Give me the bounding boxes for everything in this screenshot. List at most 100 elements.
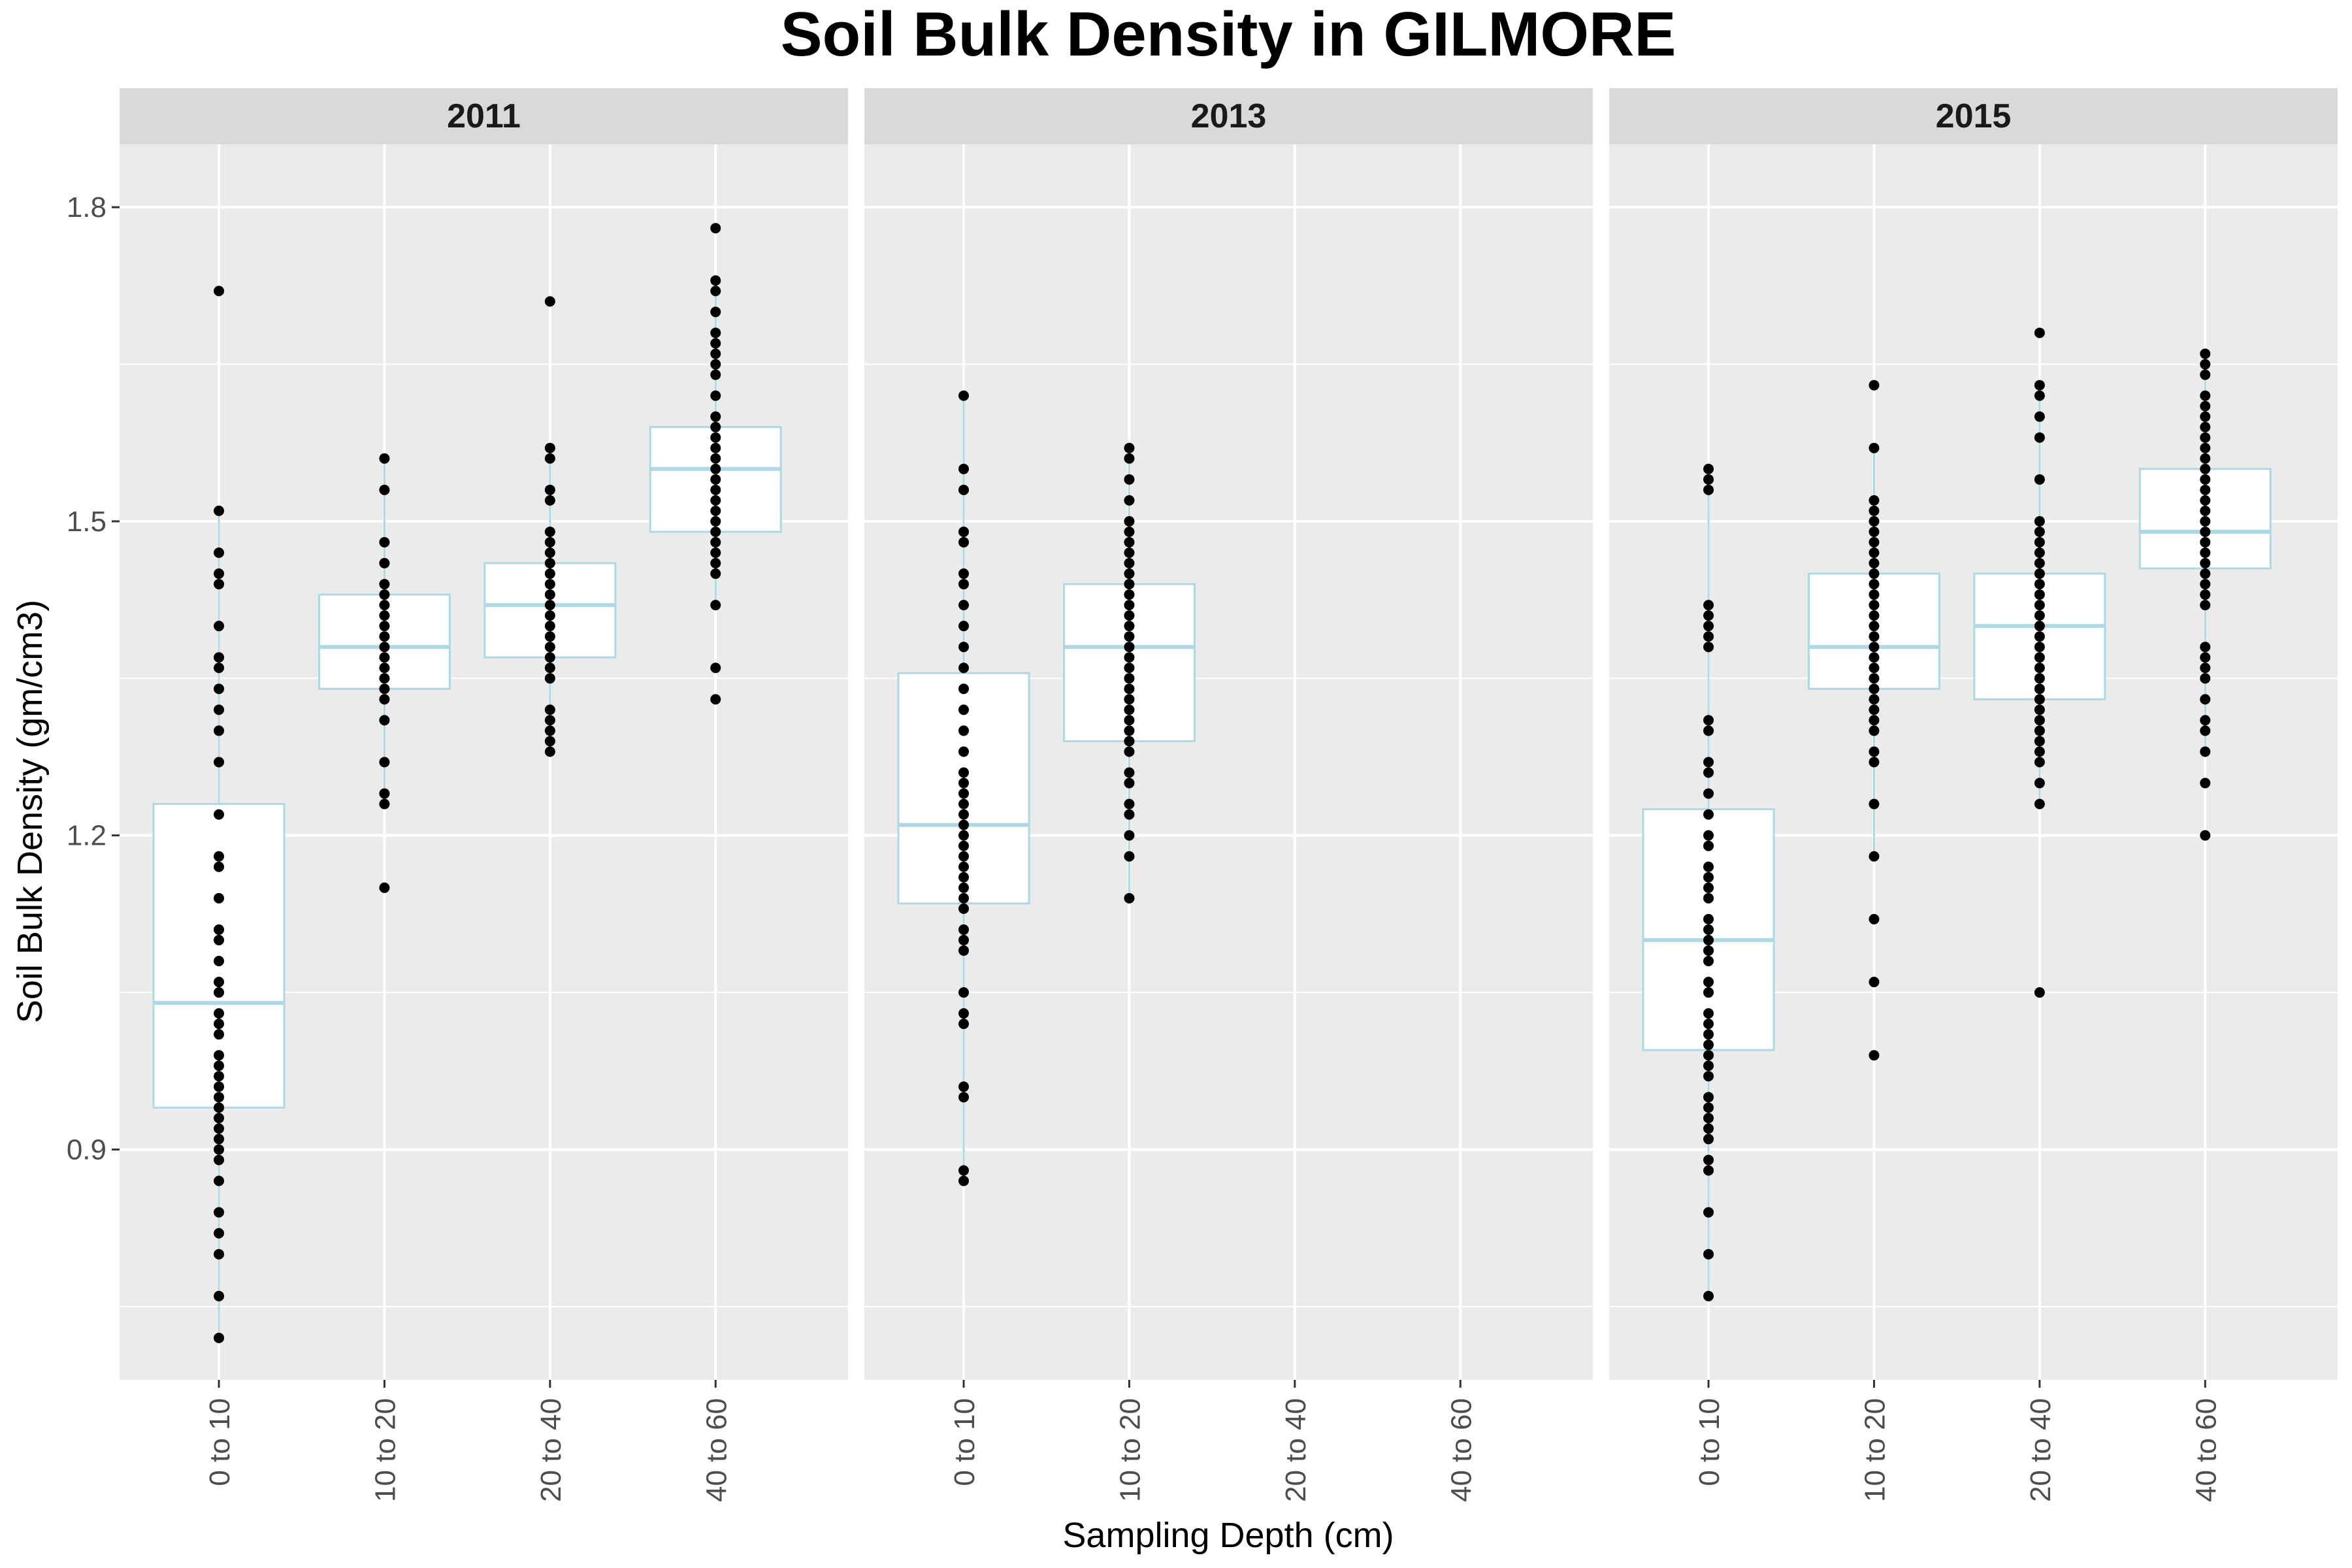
- data-point: [379, 610, 390, 621]
- data-point: [214, 568, 225, 580]
- data-point: [958, 536, 970, 547]
- data-point: [2034, 704, 2045, 715]
- data-point: [1703, 945, 1714, 956]
- data-point: [710, 369, 721, 380]
- data-point: [710, 558, 721, 569]
- box-iqr: [318, 593, 451, 690]
- data-point: [710, 359, 721, 370]
- data-point: [1124, 662, 1135, 674]
- data-point: [2200, 662, 2211, 674]
- data-point: [2200, 432, 2211, 443]
- data-point: [379, 798, 390, 809]
- data-point: [710, 536, 721, 547]
- data-point: [544, 579, 555, 590]
- panel-background: [1609, 144, 2338, 1380]
- data-point: [2034, 474, 2045, 485]
- data-point: [2200, 777, 2211, 789]
- x-tick-label: 0 to 10: [949, 1398, 981, 1486]
- data-point: [2034, 987, 2045, 998]
- data-point: [1703, 610, 1714, 621]
- data-point: [544, 526, 555, 537]
- data-point: [958, 704, 970, 715]
- data-point: [1869, 380, 1880, 391]
- data-point: [379, 621, 390, 632]
- data-point: [1869, 1050, 1880, 1061]
- data-point: [544, 673, 555, 684]
- data-point: [710, 547, 721, 558]
- panel-background: [120, 144, 848, 1380]
- data-point: [1703, 934, 1714, 945]
- data-point: [1703, 1029, 1714, 1040]
- data-point: [1703, 1019, 1714, 1030]
- data-point: [214, 1060, 225, 1071]
- data-point: [958, 809, 970, 820]
- data-point: [379, 788, 390, 799]
- data-point: [1869, 642, 1880, 653]
- data-point: [1869, 652, 1880, 663]
- data-point: [2034, 642, 2045, 653]
- y-axis-label: Soil Bulk Density (gm/cm3): [10, 600, 50, 1023]
- data-point: [544, 652, 555, 663]
- data-point: [214, 1144, 225, 1155]
- data-point: [2034, 736, 2045, 747]
- facet-strip-label: 2011: [447, 97, 521, 135]
- data-point: [214, 934, 225, 945]
- data-point: [958, 746, 970, 757]
- data-point: [2034, 662, 2045, 674]
- y-tick-label: 1.8: [67, 191, 106, 223]
- data-point: [214, 924, 225, 935]
- data-point: [214, 809, 225, 820]
- data-point: [2200, 526, 2211, 537]
- data-point: [958, 892, 970, 904]
- data-point: [214, 955, 225, 966]
- data-point: [1703, 1290, 1714, 1301]
- data-point: [214, 1008, 225, 1019]
- data-point: [710, 453, 721, 464]
- data-point: [214, 1029, 225, 1040]
- data-point: [544, 642, 555, 653]
- data-point: [1124, 683, 1135, 694]
- data-point: [1124, 652, 1135, 663]
- data-point: [1124, 809, 1135, 820]
- data-point: [214, 1332, 225, 1343]
- data-point: [958, 568, 970, 580]
- data-point: [1869, 798, 1880, 809]
- data-point: [1124, 715, 1135, 726]
- data-point: [1869, 694, 1880, 705]
- data-point: [544, 715, 555, 726]
- data-point: [2034, 515, 2045, 527]
- facet-panel-2011: 2011 0 to 10 10 to 20 20 to 40 40 to 60: [120, 88, 848, 1502]
- data-point: [1703, 913, 1714, 924]
- data-point: [1703, 600, 1714, 611]
- data-point: [1124, 851, 1135, 862]
- box-iqr: [1062, 583, 1196, 742]
- data-point: [1703, 955, 1714, 966]
- data-point: [544, 547, 555, 558]
- data-point: [2200, 442, 2211, 453]
- data-point: [710, 432, 721, 443]
- data-point: [710, 694, 721, 705]
- data-point: [544, 589, 555, 600]
- box-iqr: [483, 562, 617, 659]
- data-point: [214, 1249, 225, 1260]
- data-point: [1124, 694, 1135, 705]
- data-point: [2200, 642, 2211, 653]
- data-point: [1869, 746, 1880, 757]
- data-point: [1869, 631, 1880, 642]
- data-point: [1124, 442, 1135, 453]
- data-point: [710, 526, 721, 537]
- data-point: [1703, 882, 1714, 893]
- data-point: [2034, 715, 2045, 726]
- data-point: [2034, 327, 2045, 338]
- data-point: [1124, 892, 1135, 904]
- data-point: [214, 1050, 225, 1061]
- data-point: [1703, 1092, 1714, 1103]
- data-point: [710, 484, 721, 495]
- data-point: [1703, 861, 1714, 872]
- data-point: [1703, 809, 1714, 820]
- data-point: [1703, 474, 1714, 485]
- data-point: [2200, 453, 2211, 464]
- data-point: [958, 1165, 970, 1176]
- data-point: [1869, 589, 1880, 600]
- facet-strip-label: 2015: [1936, 97, 2012, 135]
